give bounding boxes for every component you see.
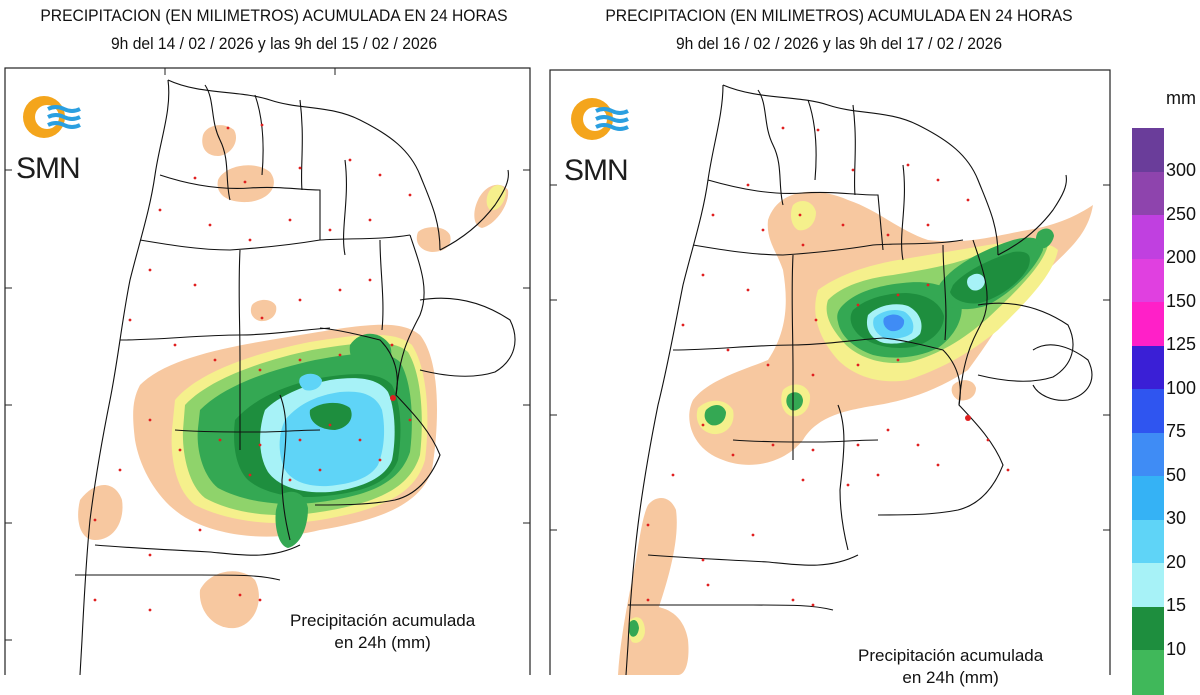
legend-swatch xyxy=(1132,171,1164,216)
legend-swatch xyxy=(1132,563,1164,608)
stations-left xyxy=(93,123,412,612)
legend-swatch xyxy=(1132,476,1164,521)
rain-heavy-areas xyxy=(866,273,985,344)
borders-left xyxy=(75,79,516,675)
map-date-range: 9h del 14 / 02 / 2026 y las 9h del 15 / … xyxy=(110,34,438,53)
map-caption-line2: en 24h (mm) xyxy=(334,633,431,652)
map-title: PRECIPITACION (EN MILIMETROS) ACUMULADA … xyxy=(40,6,508,25)
legend-swatch xyxy=(1132,519,1164,564)
map-ticks-right xyxy=(550,184,1110,531)
legend-swatch xyxy=(1132,215,1164,260)
smn-logo-text: SMN xyxy=(564,154,629,187)
precipitation-legend: mm 300 250 200 150 125 100 75 50 30 20 15 10 xyxy=(1130,80,1200,695)
smn-logo-text: SMN xyxy=(16,152,81,185)
legend-label: 250 xyxy=(1166,203,1197,224)
legend-unit: mm xyxy=(1166,88,1196,108)
stations-right xyxy=(646,126,1010,607)
legend-swatch xyxy=(1132,606,1164,651)
legend-label: 30 xyxy=(1166,508,1187,528)
map-caption: Precipitación acumulada en 24h (mm) xyxy=(858,645,1043,689)
legend-swatch xyxy=(1132,128,1164,173)
legend-swatch xyxy=(1132,258,1164,303)
legend-label: 20 xyxy=(1166,551,1187,572)
legend-label: 10 xyxy=(1166,638,1187,659)
borders-right xyxy=(625,84,1093,675)
legend-label: 125 xyxy=(1166,334,1197,354)
map-panel-right: PRECIPITACION (EN MILIMETROS) ACUMULADA … xyxy=(548,0,1130,687)
legend-label: 150 xyxy=(1166,290,1197,311)
legend-swatch xyxy=(1132,302,1164,347)
legend-swatch xyxy=(1132,345,1164,390)
map-date-range: 9h del 16 / 02 / 2026 y las 9h del 17 / … xyxy=(675,34,1003,53)
smn-logo-icon xyxy=(571,98,629,140)
map-ticks-left xyxy=(5,68,530,641)
smn-logo-icon xyxy=(23,96,81,138)
precipitation-map-left xyxy=(4,67,531,675)
legend-label: 15 xyxy=(1166,595,1187,615)
map-caption: Precipitación acumulada en 24h (mm) xyxy=(290,610,475,654)
legend-label: 75 xyxy=(1166,421,1187,441)
legend-label: 100 xyxy=(1166,377,1197,398)
map-caption-line2: en 24h (mm) xyxy=(902,668,999,687)
legend-swatch xyxy=(1132,650,1164,695)
legend-swatch xyxy=(1132,432,1164,477)
legend-label: 200 xyxy=(1166,247,1197,267)
legend-swatch xyxy=(1132,389,1164,434)
map-title: PRECIPITACION (EN MILIMETROS) ACUMULADA … xyxy=(605,6,1073,25)
map-caption-line1: Precipitación acumulada xyxy=(290,611,476,630)
map-panel-left: PRECIPITACION (EN MILIMETROS) ACUMULADA … xyxy=(0,0,548,675)
map-caption-line1: Precipitación acumulada xyxy=(858,646,1044,665)
precipitation-map-right xyxy=(549,69,1111,675)
legend-label: 300 xyxy=(1166,160,1197,180)
rain-heavy-areas xyxy=(260,373,395,493)
legend-label: 50 xyxy=(1166,464,1187,485)
